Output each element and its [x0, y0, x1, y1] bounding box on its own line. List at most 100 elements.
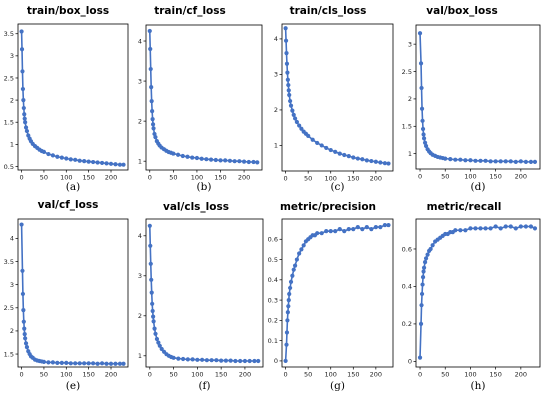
data-point — [232, 159, 237, 164]
chart-title: metric/recall — [427, 201, 502, 213]
y-tick-label: 1.5 — [4, 350, 14, 358]
chart-panel: val/cf_loss 0 50 100 150 200 1.5 2 2.5 3 3.5 4 (e) — [4, 199, 129, 392]
y-tick-label: 0 — [408, 358, 412, 366]
data-point — [64, 156, 69, 161]
plot-frame — [17, 23, 129, 171]
data-point — [73, 157, 78, 162]
x-tick-label: 200 — [370, 371, 382, 379]
data-point — [20, 69, 25, 74]
data-point — [528, 159, 534, 164]
data-point — [150, 122, 156, 127]
data-point — [285, 70, 290, 75]
data-point — [104, 161, 109, 166]
x-tick-label: 0 — [418, 371, 422, 379]
data-point — [64, 360, 69, 365]
data-point — [458, 228, 463, 233]
data-point — [417, 31, 423, 36]
data-point — [473, 158, 478, 163]
data-point — [46, 151, 51, 157]
data-point — [421, 265, 427, 270]
x-tick-label: 150 — [347, 175, 359, 183]
chart-panel: val/box_loss 0 50 100 150 200 1 1.5 2 2.5 3 (d) — [402, 5, 541, 193]
data-point — [95, 361, 100, 366]
data-point — [498, 159, 503, 164]
data-point — [208, 157, 214, 162]
data-point — [91, 159, 96, 165]
data-point — [73, 361, 78, 366]
data-point — [328, 147, 333, 153]
data-point — [152, 326, 157, 331]
data-point — [19, 222, 24, 227]
data-point — [286, 88, 291, 93]
data-point — [246, 159, 251, 165]
x-tick-label: 150 — [489, 173, 501, 181]
data-point — [218, 158, 223, 163]
data-point — [488, 226, 493, 231]
data-point — [209, 358, 214, 363]
x-tick-label: 150 — [82, 174, 94, 182]
data-point — [150, 301, 155, 306]
data-point — [285, 318, 290, 323]
data-point — [59, 360, 64, 365]
data-point — [493, 224, 498, 229]
y-tick-label: 4 — [138, 37, 142, 45]
data-point — [288, 279, 294, 284]
data-point — [532, 226, 538, 231]
data-point — [171, 151, 176, 156]
data-point — [291, 267, 296, 272]
x-tick-label: 0 — [418, 173, 422, 181]
y-tick-label: 2 — [10, 327, 14, 335]
data-point — [151, 314, 156, 319]
chart-panel: train/cf_loss 0 50 100 150 200 1 2 3 4 (b) — [138, 5, 263, 193]
chart-panel: metric/recall 0 50 100 150 200 0 0.2 0.4 0.6 (h) — [402, 201, 541, 392]
x-tick-label: 200 — [515, 371, 527, 379]
data-point — [148, 46, 153, 52]
x-tick-label: 100 — [464, 173, 476, 181]
data-point — [149, 277, 154, 282]
y-tick-label: 3.5 — [4, 258, 14, 266]
chart-title: val/cf_loss — [38, 199, 99, 211]
data-point — [147, 28, 152, 34]
data-point — [419, 291, 425, 297]
x-tick-label: 150 — [489, 371, 501, 379]
data-point — [299, 247, 304, 252]
y-tick-label: 2 — [10, 96, 14, 104]
data-point — [373, 159, 378, 164]
data-point — [448, 157, 453, 162]
chart-panel: train/cls_loss 0 50 100 150 200 1 2 3 4 (c) — [274, 5, 394, 193]
data-point — [228, 358, 233, 363]
data-point — [337, 151, 342, 156]
data-point — [498, 226, 503, 231]
data-point — [288, 98, 293, 104]
data-point — [297, 123, 302, 128]
data-point — [204, 157, 209, 162]
data-point — [77, 158, 82, 163]
y-tick-label: 1.5 — [402, 123, 412, 131]
data-point — [157, 343, 162, 348]
y-tick-label: 3 — [10, 281, 14, 289]
data-point — [355, 225, 360, 230]
panel-caption: (b) — [197, 181, 212, 193]
data-point — [185, 154, 190, 159]
chart-panel: val/cls_loss 0 50 100 150 200 1 2 3 4 (f) — [138, 201, 264, 392]
data-point — [421, 136, 427, 141]
data-point — [428, 246, 433, 252]
data-point — [200, 357, 205, 362]
data-point — [364, 225, 369, 230]
data-point — [420, 282, 425, 287]
data-point — [532, 159, 538, 164]
y-tick-label: 4 — [274, 35, 278, 43]
y-tick-label: 3 — [274, 71, 278, 79]
data-point — [360, 157, 365, 162]
plot-frame — [281, 218, 394, 368]
data-point — [528, 224, 534, 229]
data-point — [284, 61, 290, 66]
data-point — [152, 131, 157, 137]
data-point — [419, 303, 424, 308]
x-tick-label: 200 — [238, 174, 250, 182]
data-point — [291, 112, 296, 117]
data-point — [151, 126, 156, 131]
data-point — [423, 143, 429, 149]
data-point — [19, 29, 24, 34]
data-point — [508, 159, 513, 164]
